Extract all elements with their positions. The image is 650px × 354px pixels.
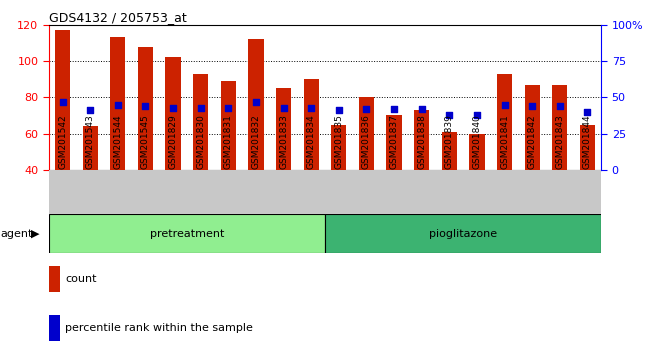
Point [499,102,510,107]
Bar [83,126,98,170]
Bar [55,30,70,170]
Text: count: count [65,274,97,284]
Point [472,112,482,118]
Point [361,106,372,112]
Text: pioglitazone: pioglitazone [429,229,497,239]
Text: agent: agent [1,229,33,239]
Point [168,105,178,110]
Bar [442,132,457,170]
Point [112,102,123,107]
Point [444,112,454,118]
Bar [325,214,601,253]
Bar [525,85,540,170]
Text: GDS4132 / 205753_at: GDS4132 / 205753_at [49,11,187,24]
Bar [359,97,374,170]
Bar [49,266,60,292]
Bar [497,74,512,170]
Bar [414,110,429,170]
Bar [332,125,346,170]
Bar [276,88,291,170]
Point [582,109,593,115]
Bar [111,38,125,170]
Bar [49,315,60,341]
Bar [304,79,318,170]
Point [196,105,206,110]
Point [85,108,96,113]
Point [57,99,68,104]
Bar [248,39,263,170]
Text: percentile rank within the sample: percentile rank within the sample [65,323,254,333]
Bar [221,81,236,170]
Bar [552,85,567,170]
Point [417,106,427,112]
Bar [166,57,181,170]
Point [333,108,344,113]
Point [527,103,538,109]
Point [251,99,261,104]
Point [554,103,565,109]
Text: pretreatment: pretreatment [150,229,224,239]
Bar [49,214,325,253]
Bar [138,46,153,170]
Bar [387,115,402,170]
Point [306,105,317,110]
Point [278,105,289,110]
Bar [469,133,484,170]
Point [140,103,151,109]
Bar [580,125,595,170]
Point [389,106,399,112]
Point [223,105,233,110]
Text: ▶: ▶ [31,229,40,239]
Bar [193,74,208,170]
